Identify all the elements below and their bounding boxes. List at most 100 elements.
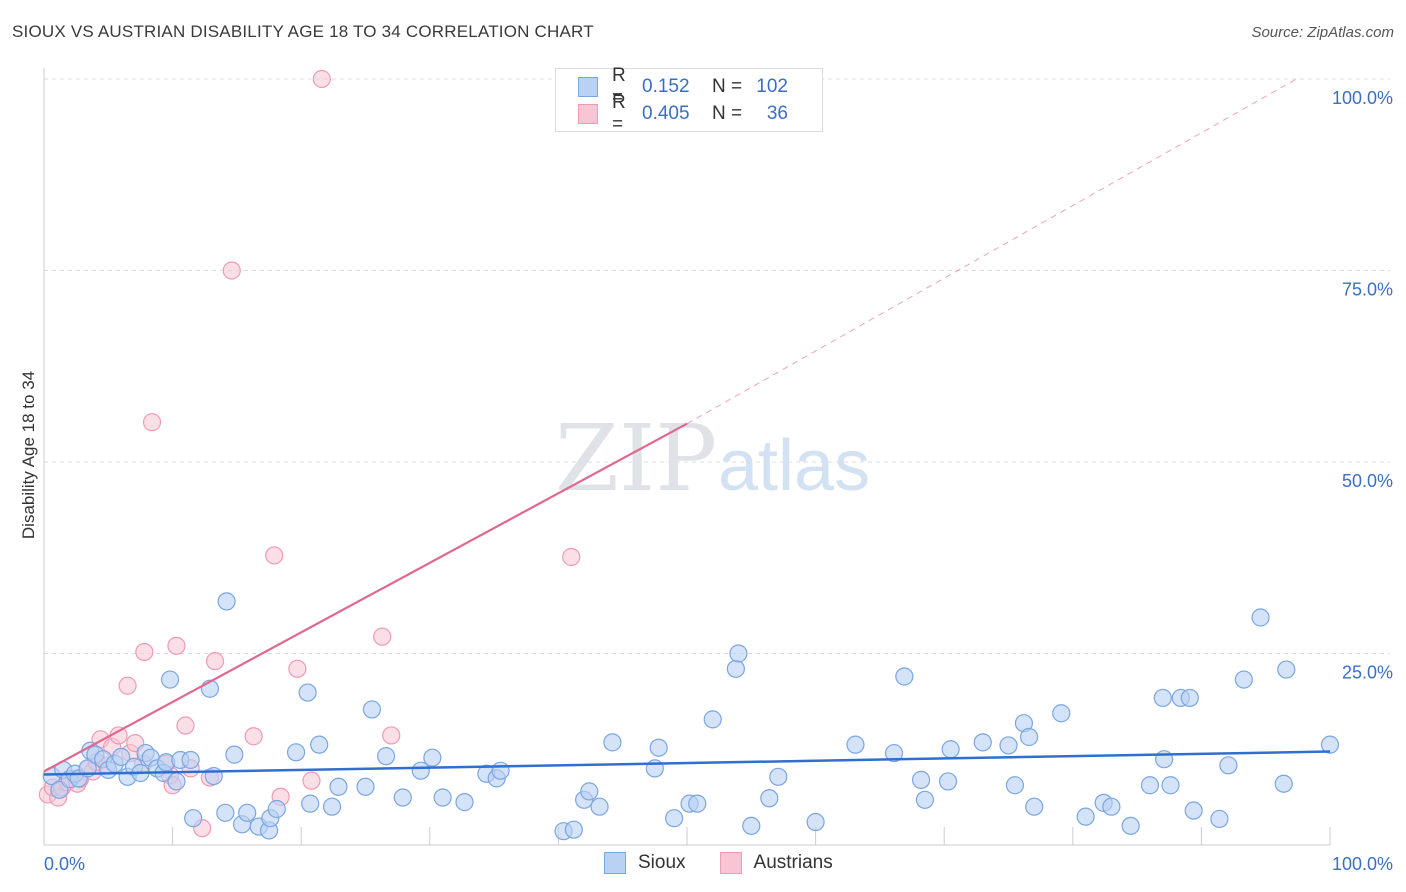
n-value: 36 <box>766 103 788 124</box>
sioux-point <box>884 743 904 763</box>
sioux-point <box>1234 670 1253 689</box>
austrians-point <box>382 726 401 745</box>
sioux-point <box>310 735 329 754</box>
sioux-point <box>433 788 452 807</box>
sioux-point <box>167 772 186 791</box>
series-legend: Sioux Austrians <box>604 852 867 874</box>
austrians-point <box>302 771 321 790</box>
sioux-point <box>322 797 342 816</box>
tick-labels: 25.0% 50.0% 75.0% 100.0% 0.0% 100.0% <box>44 88 1393 874</box>
sioux-point <box>112 747 131 767</box>
sioux-point <box>769 767 788 786</box>
y-axis-label: Disability Age 18 to 34 <box>19 371 38 539</box>
sioux-point <box>688 794 707 813</box>
sioux-point <box>1180 688 1199 708</box>
sioux-point <box>1019 727 1039 747</box>
sioux-point <box>1219 756 1238 775</box>
x-tick-label: 0.0% <box>44 854 85 874</box>
n-value: 102 <box>756 76 788 97</box>
sioux-point <box>911 770 931 789</box>
grid-lines <box>44 78 1390 654</box>
austrians-point <box>176 716 195 735</box>
austrians-point <box>373 627 392 646</box>
sioux-point <box>580 782 599 801</box>
sioux-point <box>301 794 320 813</box>
austrians-points <box>38 69 581 838</box>
sioux-point <box>1210 809 1229 829</box>
sioux-point <box>760 789 779 808</box>
sioux-point <box>1102 797 1121 816</box>
sioux-point <box>184 809 203 828</box>
sioux-point <box>1052 704 1071 723</box>
sioux-point <box>286 743 306 762</box>
trend-lines <box>43 76 1331 776</box>
y-tick-label: 100.0% <box>1332 88 1393 108</box>
sioux-point <box>938 772 958 791</box>
legend-row-sioux: R = 0.152 N = 102 <box>578 65 788 108</box>
y-tick-label: 50.0% <box>1342 471 1393 491</box>
sioux-point <box>216 803 235 822</box>
r-value: 0.152 <box>642 76 690 97</box>
sioux-point <box>356 777 375 796</box>
sioux-point <box>729 644 748 663</box>
legend-item-sioux: Sioux <box>604 852 686 874</box>
sioux-point <box>393 788 412 807</box>
sioux-point <box>1277 660 1296 679</box>
austrians-point <box>205 652 225 671</box>
sioux-point <box>895 667 914 686</box>
austrians-point <box>167 636 186 655</box>
austrians-legend-label: Austrians <box>753 852 833 873</box>
sioux-legend-label: Sioux <box>638 852 686 873</box>
austrians-trend-line <box>43 422 688 773</box>
sioux-point <box>564 820 583 839</box>
n-label: N = <box>712 103 743 124</box>
sioux-point <box>491 761 510 780</box>
sioux-point <box>298 683 317 702</box>
sioux-point <box>1025 797 1044 816</box>
austrians-swatch <box>578 104 598 124</box>
legend-item-austrians: Austrians <box>719 852 833 874</box>
austrians-point <box>288 659 307 678</box>
r-label: R = <box>612 65 626 108</box>
sioux-point <box>726 659 745 678</box>
sioux-point <box>590 797 609 816</box>
sioux-point <box>1161 776 1180 795</box>
sioux-point <box>915 790 935 809</box>
sioux-point <box>455 793 474 812</box>
austrians-legend-swatch <box>719 852 742 874</box>
sioux-trend-line <box>43 750 1331 776</box>
n-label: N = <box>712 76 743 97</box>
sioux-point <box>329 777 348 796</box>
sioux-swatch <box>578 77 598 97</box>
sioux-point <box>941 740 960 759</box>
sioux-points <box>42 592 1340 841</box>
sioux-point <box>411 761 430 780</box>
r-label: R = <box>612 92 626 135</box>
austrians-point <box>312 69 331 89</box>
sioux-point <box>204 766 223 786</box>
austrians-point <box>118 676 137 695</box>
watermark-atlas: atlas <box>718 426 870 506</box>
chart-title: SIOUX VS AUSTRIAN DISABILITY AGE 18 TO 3… <box>12 22 594 41</box>
sioux-point <box>267 799 286 819</box>
sioux-point <box>973 733 992 752</box>
sioux-point <box>423 748 442 767</box>
sioux-point <box>1184 801 1203 820</box>
austrians-point <box>244 727 263 746</box>
sioux-point <box>181 750 200 770</box>
source-label: Source: ZipAtlas.com <box>1251 24 1394 41</box>
sioux-point <box>225 745 244 764</box>
sioux-legend-swatch <box>604 852 626 874</box>
austrians-point <box>562 547 581 567</box>
austrians-point <box>142 413 162 432</box>
sioux-point <box>1153 688 1172 708</box>
sioux-point <box>999 736 1018 755</box>
sioux-point <box>1251 608 1270 627</box>
sioux-point <box>217 592 236 611</box>
sioux-point <box>603 733 622 752</box>
austrians-trend-extension <box>686 76 1301 425</box>
sioux-point <box>1005 776 1025 795</box>
y-tick-label: 25.0% <box>1342 663 1393 683</box>
watermark-zip: ZIP <box>555 405 717 512</box>
sioux-point <box>362 700 382 719</box>
